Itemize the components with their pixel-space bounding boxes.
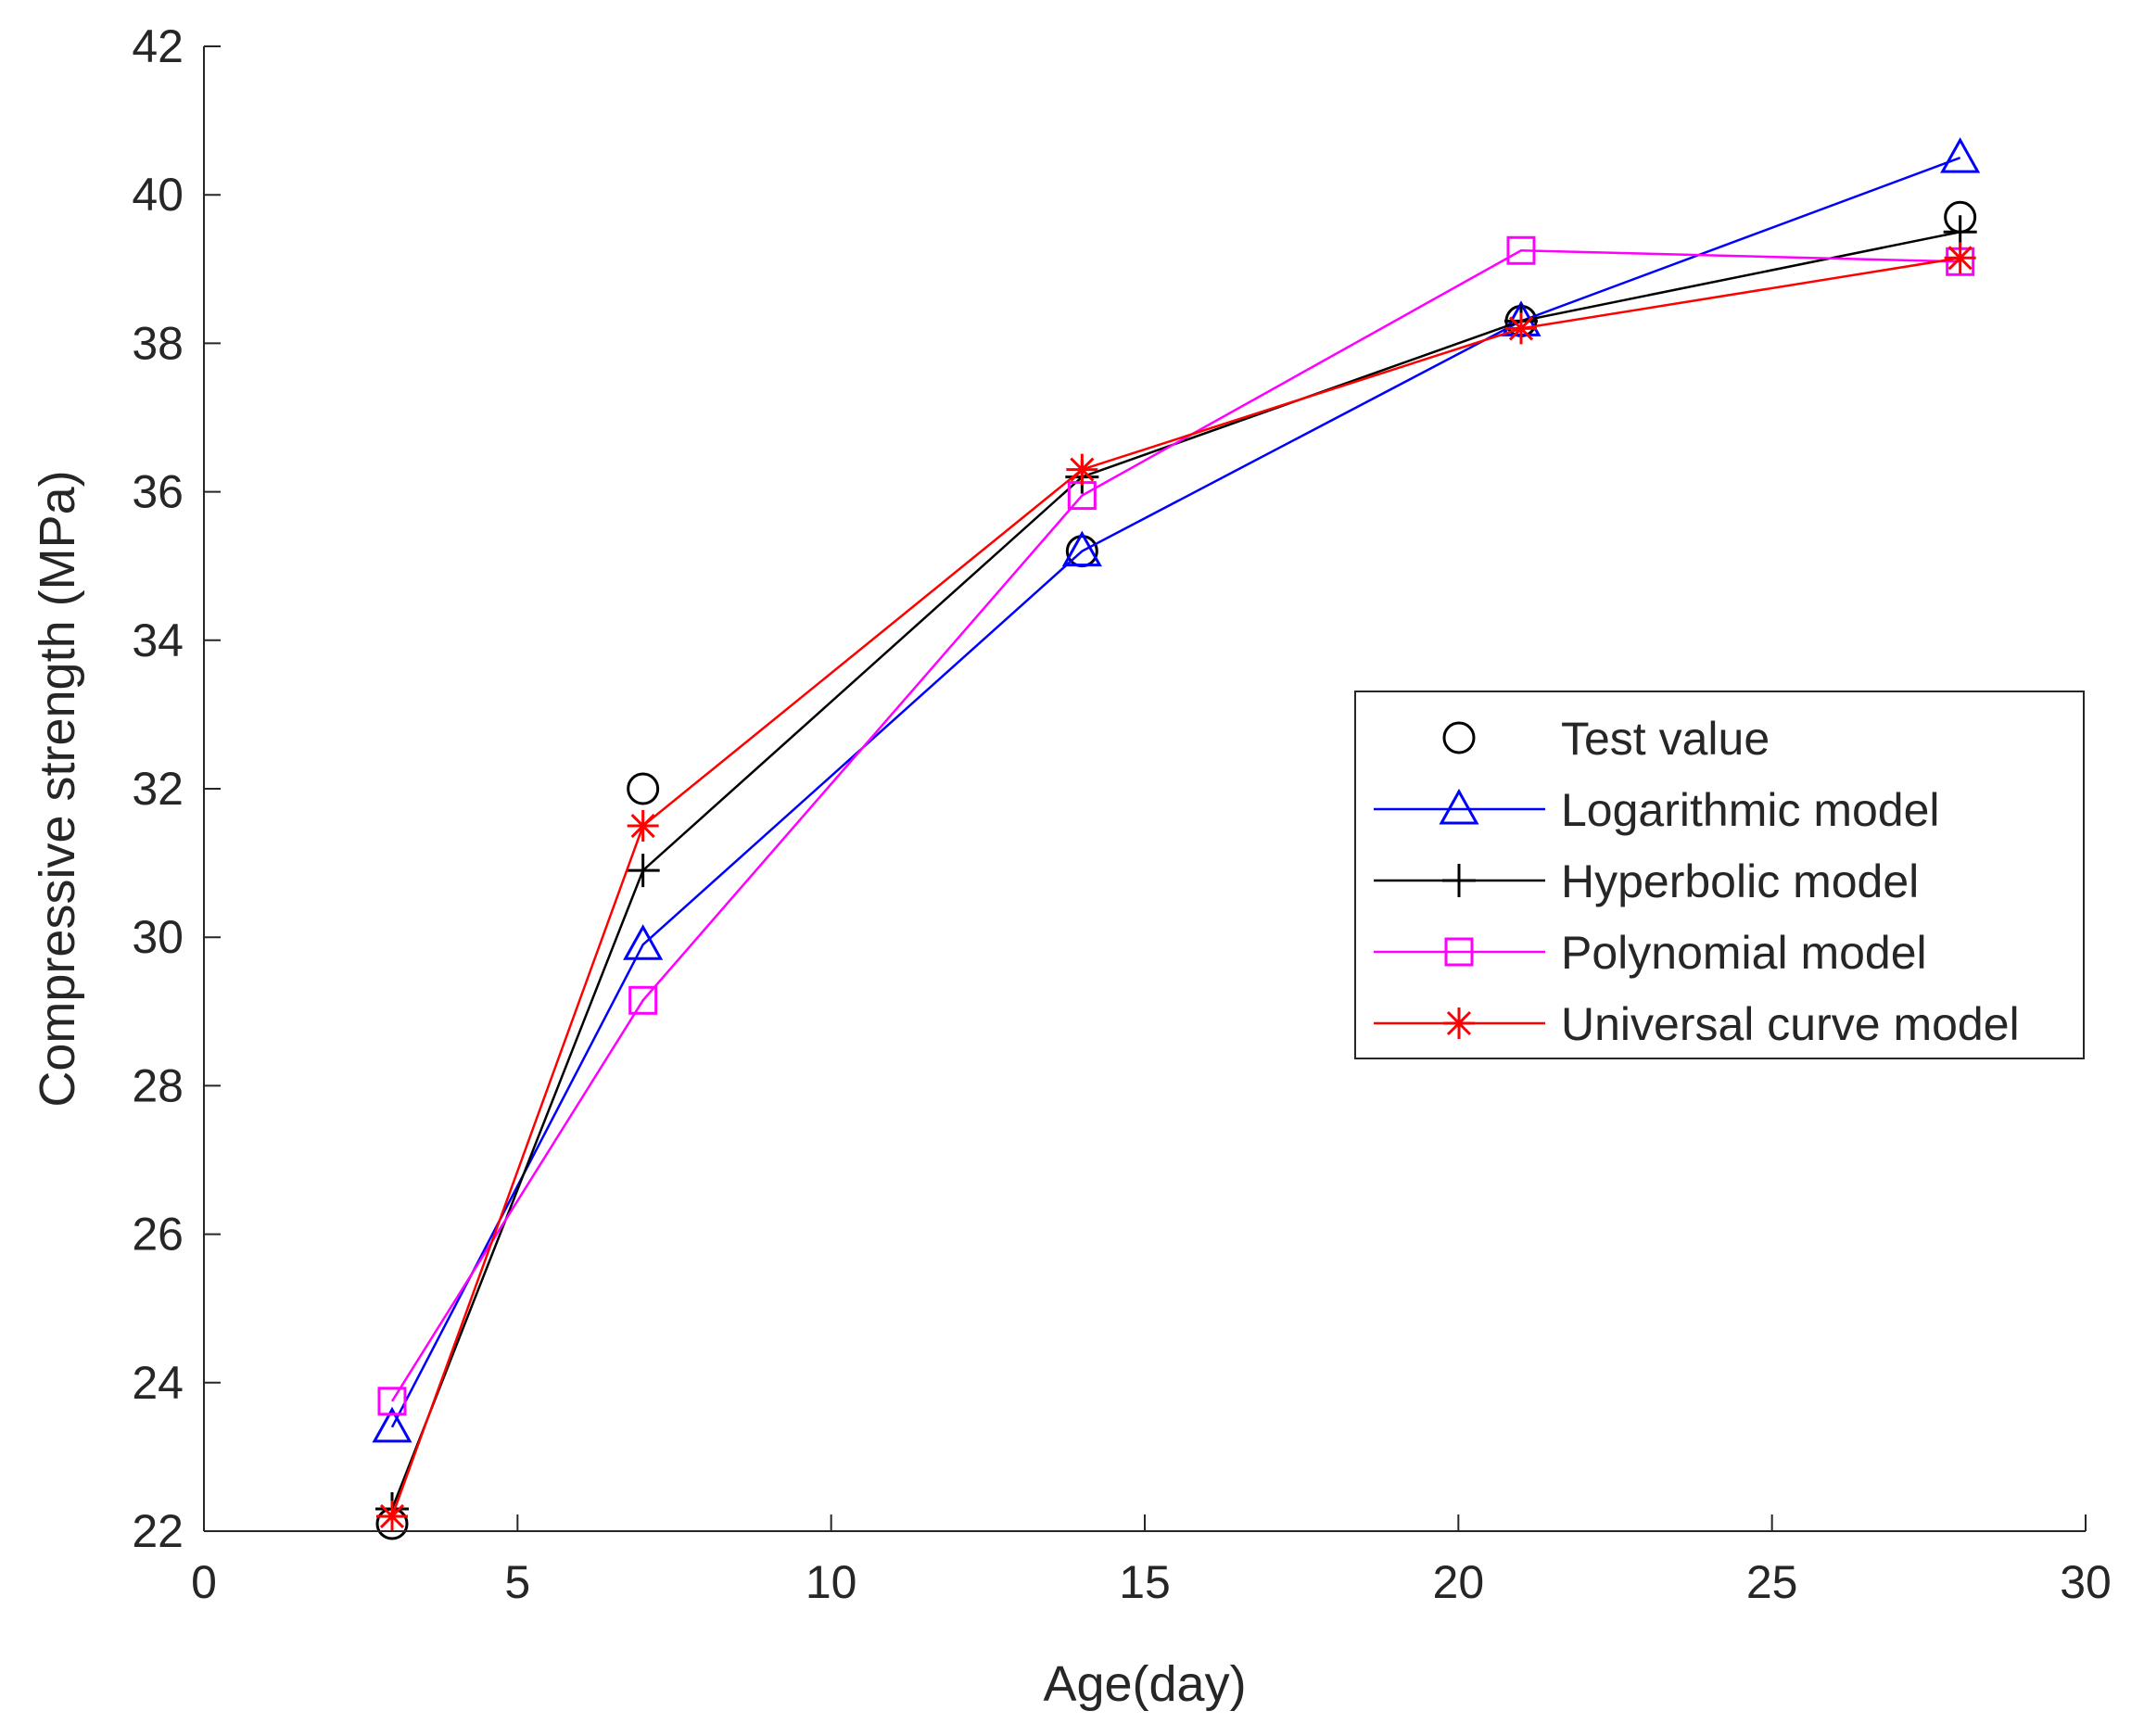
y-tick-label: 28: [132, 1059, 184, 1111]
y-tick-label: 30: [132, 911, 184, 963]
data-point-universal-curve-model: [1944, 242, 1976, 274]
legend: Test value Logarithmic model Hyperbolic mo…: [1354, 691, 2085, 1059]
x-axis-label: Age(day): [1043, 1656, 1246, 1712]
axes-layer: 0 5 10 15 20 25 30 22 24 26 28 30 32 34 36 38 40 42: [132, 20, 2111, 1608]
legend-item-hyperbolic-model: Hyperbolic model: [1374, 855, 1919, 907]
data-point-universal-curve-model: [1066, 453, 1098, 486]
series-line-logarithmic-model: [390, 156, 1961, 1428]
x-tick-label: 20: [1433, 1556, 1485, 1608]
series-polynomial-model: [377, 235, 1975, 1416]
data-point-polynomial-model: [377, 1387, 407, 1416]
y-tick-label: 32: [132, 763, 184, 815]
x-tick-label: 30: [2060, 1556, 2112, 1608]
data-point-universal-curve-model: [376, 1500, 408, 1532]
legend-item-test-value: Test value: [1442, 713, 1770, 765]
legend-label-test-value: Test value: [1561, 713, 1770, 765]
x-tick-label: 25: [1746, 1556, 1798, 1608]
x-tick-label: 15: [1119, 1556, 1171, 1608]
data-point-hyperbolic-model: [626, 854, 660, 888]
legend-item-universal-curve-model: Universal curve model: [1374, 998, 2020, 1050]
legend-marker-hyperbolic-model: [1442, 864, 1476, 897]
data-point-polynomial-model: [628, 985, 658, 1015]
y-tick-label: 26: [132, 1209, 184, 1261]
data-point-logarithmic-model: [372, 1406, 412, 1443]
y-tick-label: 38: [132, 317, 184, 369]
data-point-test-value: [627, 772, 660, 805]
legend-item-polynomial-model: Polynomial model: [1374, 927, 1927, 979]
data-point-logarithmic-model: [1940, 137, 1981, 173]
y-axis-label: Compressive strength (MPa): [30, 470, 85, 1107]
y-tick-label: 34: [132, 615, 184, 666]
legend-marker-logarithmic-model: [1439, 788, 1479, 825]
x-tick-label: 5: [504, 1556, 530, 1608]
legend-label-hyperbolic-model: Hyperbolic model: [1561, 855, 1919, 907]
legend-box: [1354, 691, 2085, 1059]
data-point-logarithmic-model: [1061, 530, 1102, 567]
x-tick-label: 0: [191, 1556, 217, 1608]
data-point-universal-curve-model: [627, 810, 659, 843]
legend-marker-polynomial-model: [1444, 937, 1474, 967]
legend-label-universal-curve-model: Universal curve model: [1561, 998, 2020, 1050]
legend-marker-test-value: [1442, 721, 1476, 754]
y-tick-label: 24: [132, 1357, 184, 1409]
y-tick-label: 40: [132, 169, 184, 221]
x-tick-label: 10: [806, 1556, 857, 1608]
series-line-polynomial-model: [390, 249, 1960, 1402]
legend-marker-universal-curve-model: [1443, 1007, 1475, 1039]
y-tick-label: 22: [132, 1505, 184, 1557]
y-tick-label: 36: [132, 466, 184, 518]
legend-label-logarithmic-model: Logarithmic model: [1561, 784, 1940, 836]
data-point-polynomial-model: [1506, 235, 1536, 265]
series-universal-curve-model: [376, 242, 1976, 1532]
data-point-logarithmic-model: [623, 924, 664, 960]
y-tick-label: 42: [132, 20, 184, 72]
legend-item-logarithmic-model: Logarithmic model: [1374, 784, 1940, 836]
series-layer: [372, 137, 1981, 1540]
legend-label-polynomial-model: Polynomial model: [1561, 927, 1927, 979]
data-point-universal-curve-model: [1505, 312, 1537, 345]
